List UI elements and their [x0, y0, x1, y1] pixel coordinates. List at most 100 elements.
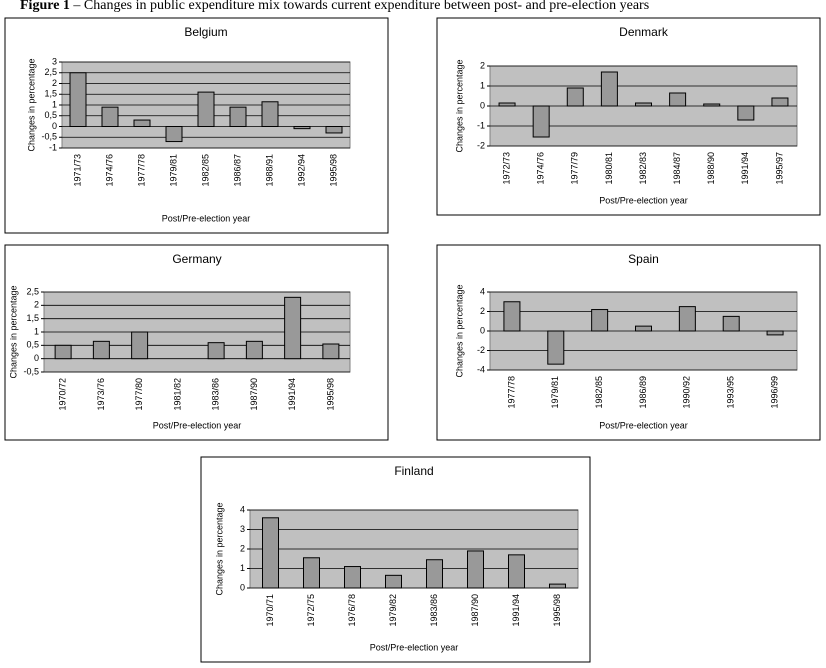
y-tick-label: 3 — [240, 524, 245, 534]
x-tick-label: 1977/78 — [506, 376, 516, 409]
bar — [426, 559, 443, 589]
y-tick-label: 3 — [52, 56, 57, 66]
y-tick-label: -0,5 — [41, 132, 57, 142]
x-tick-label: 1977/78 — [136, 154, 146, 187]
x-tick-label: 1979/81 — [550, 376, 560, 409]
y-tick-label: 2,5 — [44, 67, 57, 77]
chart-title: Spain — [628, 252, 659, 266]
x-tick-label: 1995/98 — [325, 378, 335, 411]
y-tick-label: 1,5 — [26, 313, 39, 323]
y-tick-label: 0,5 — [44, 110, 57, 120]
y-tick-label: 4 — [480, 286, 485, 296]
y-tick-label: -4 — [477, 364, 485, 374]
x-tick-label: 1993/95 — [726, 376, 736, 409]
bar — [322, 343, 340, 360]
bar — [92, 340, 110, 360]
bar — [549, 583, 566, 589]
x-tick-label: 1992/94 — [296, 154, 306, 187]
y-tick-label: -2 — [477, 345, 485, 355]
bar — [532, 105, 550, 138]
x-tick-label: 1990/92 — [682, 376, 692, 409]
bar — [600, 71, 618, 107]
y-tick-label: 0 — [240, 582, 245, 592]
x-axis-label: Post/Pre-election year — [599, 420, 688, 430]
x-tick-label: 1983/86 — [211, 378, 221, 411]
chart-title: Denmark — [619, 25, 669, 39]
x-tick-label: 1987/90 — [470, 594, 480, 627]
y-tick-label: 4 — [240, 504, 245, 514]
bar — [69, 72, 87, 127]
figure-label: Figure 1 — [20, 0, 70, 13]
figure-text: – Changes in public expenditure mix towa… — [72, 0, 649, 13]
x-tick-label: 1987/90 — [249, 378, 259, 411]
x-tick-label: 1976/78 — [347, 594, 357, 627]
bar — [503, 301, 521, 332]
x-tick-label: 1977/80 — [134, 378, 144, 411]
x-tick-label: 1980/81 — [604, 152, 614, 185]
bar — [678, 306, 696, 332]
bar — [498, 102, 516, 107]
x-axis-label: Post/Pre-election year — [599, 195, 688, 205]
y-tick-label: 0 — [34, 353, 39, 363]
bar — [467, 550, 484, 589]
chart-title: Germany — [172, 252, 221, 266]
y-axis-label: Changes in percentage — [26, 58, 36, 151]
bar — [303, 557, 320, 589]
x-tick-label: 1971/73 — [72, 154, 82, 187]
x-tick-label: 1986/87 — [232, 154, 242, 187]
y-tick-label: 1,5 — [44, 89, 57, 99]
x-tick-label: 1986/89 — [638, 376, 648, 409]
chart-title: Belgium — [184, 25, 227, 39]
bar — [547, 330, 565, 365]
x-tick-label: 1974/76 — [536, 152, 546, 185]
x-tick-label: 1982/83 — [638, 152, 648, 185]
x-tick-label: 1981/82 — [172, 378, 182, 411]
y-axis-label: Changes in percentage — [454, 59, 464, 152]
x-tick-label: 1982/85 — [200, 154, 210, 187]
y-tick-label: 2 — [34, 300, 39, 310]
bar — [101, 106, 119, 128]
y-tick-label: -1 — [49, 142, 57, 152]
figure-title: Figure 1 – Changes in public expenditure… — [20, 0, 649, 13]
y-tick-label: 1 — [240, 563, 245, 573]
bar — [722, 315, 740, 332]
x-axis-label: Post/Pre-election year — [162, 213, 251, 223]
x-tick-label: 1970/71 — [265, 594, 275, 627]
x-tick-label: 1991/94 — [740, 152, 750, 185]
bar — [508, 554, 525, 589]
bar — [669, 92, 687, 107]
bar — [766, 330, 784, 336]
chart-title: Finland — [394, 464, 433, 478]
bar — [284, 296, 302, 360]
bar — [261, 101, 279, 128]
bar — [293, 126, 311, 130]
y-tick-label: -2 — [477, 140, 485, 150]
x-tick-label: 1996/99 — [769, 376, 779, 409]
x-axis-label: Post/Pre-election year — [370, 642, 459, 652]
x-tick-label: 1995/98 — [552, 594, 562, 627]
bar — [703, 103, 721, 107]
bar — [325, 126, 343, 134]
x-tick-label: 1974/76 — [104, 154, 114, 187]
x-tick-label: 1973/76 — [96, 378, 106, 411]
y-tick-label: 1 — [34, 326, 39, 336]
x-tick-label: 1991/94 — [287, 378, 297, 411]
x-axis-label: Post/Pre-election year — [153, 420, 242, 430]
bar — [207, 342, 225, 360]
x-tick-label: 1988/90 — [706, 152, 716, 185]
bar — [229, 106, 247, 128]
x-tick-label: 1984/87 — [672, 152, 682, 185]
x-tick-label: 1983/86 — [429, 594, 439, 627]
x-tick-label: 1977/79 — [570, 152, 580, 185]
y-tick-label: 2,5 — [26, 286, 39, 296]
y-tick-label: 2 — [480, 306, 485, 316]
bar — [635, 102, 652, 107]
y-tick-label: 1 — [480, 80, 485, 90]
x-tick-label: 1972/73 — [501, 152, 511, 185]
x-tick-label: 1972/75 — [306, 594, 316, 627]
x-tick-label: 1982/85 — [594, 376, 604, 409]
bar — [385, 574, 402, 589]
x-tick-label: 1995/98 — [328, 154, 338, 187]
